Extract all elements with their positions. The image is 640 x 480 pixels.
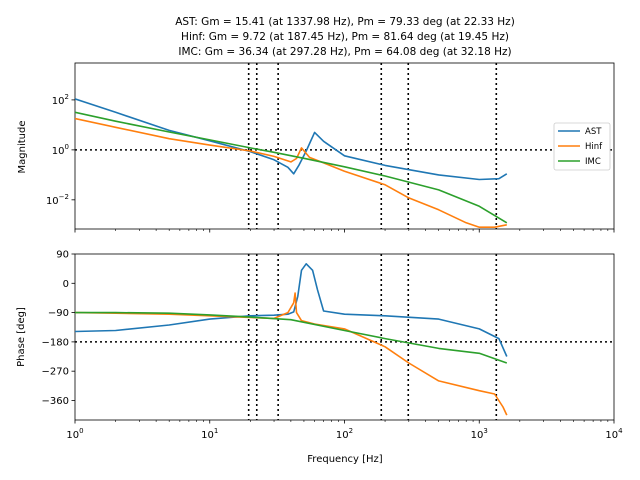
magnitude-panel: Magnitude xyxy=(17,62,615,230)
magnitude-series-imc xyxy=(75,111,508,224)
magnitude-series-ast xyxy=(75,98,508,181)
phase-y-tick-label: 90 xyxy=(56,250,69,261)
phase-series-imc xyxy=(75,311,508,364)
phase-y-tick-label: −90 xyxy=(48,308,69,319)
legend-label-imc: IMC xyxy=(585,157,601,167)
magnitude-y-tick-label: 100 xyxy=(52,143,69,157)
phase-series-ast xyxy=(75,263,508,357)
x-tick-label: 101 xyxy=(201,427,218,441)
x-tick-label: 100 xyxy=(66,427,83,441)
phase-y-tick-label: −360 xyxy=(42,396,69,407)
legend-label-hinf: Hinf xyxy=(585,142,603,152)
title-line-1: AST: Gm = 15.41 (at 1337.98 Hz), Pm = 79… xyxy=(175,16,515,28)
phase-y-tick-label: −180 xyxy=(42,337,69,348)
x-tick-label: 103 xyxy=(471,427,488,441)
phase-panel: Phase [deg] xyxy=(16,253,615,421)
phase-y-tick-label: −270 xyxy=(42,367,69,378)
magnitude-series-hinf xyxy=(75,117,507,228)
phase-ylabel: Phase [deg] xyxy=(16,307,27,367)
magnitude-plot-frame xyxy=(74,62,615,230)
magnitude-ylabel: Magnitude xyxy=(17,121,28,174)
magnitude-y-tick-label: 102 xyxy=(52,93,69,107)
legend: AST Hinf IMC xyxy=(553,122,611,171)
legend-label-ast: AST xyxy=(585,127,602,137)
title-line-3: IMC: Gm = 36.34 (at 297.28 Hz), Pm = 64.… xyxy=(178,46,511,58)
phase-y-tick-label: 0 xyxy=(63,279,69,290)
magnitude-y-tick-label: 10−2 xyxy=(46,193,69,207)
phase-series-hinf xyxy=(75,292,508,416)
x-tick-label: 104 xyxy=(605,427,623,441)
legend-box xyxy=(553,122,611,171)
x-tick-label: 102 xyxy=(336,427,353,441)
phase-plot-frame xyxy=(74,253,615,421)
x-axis-label: Frequency [Hz] xyxy=(307,454,383,465)
title-line-2: Hinf: Gm = 9.72 (at 187.45 Hz), Pm = 81.… xyxy=(181,31,509,43)
